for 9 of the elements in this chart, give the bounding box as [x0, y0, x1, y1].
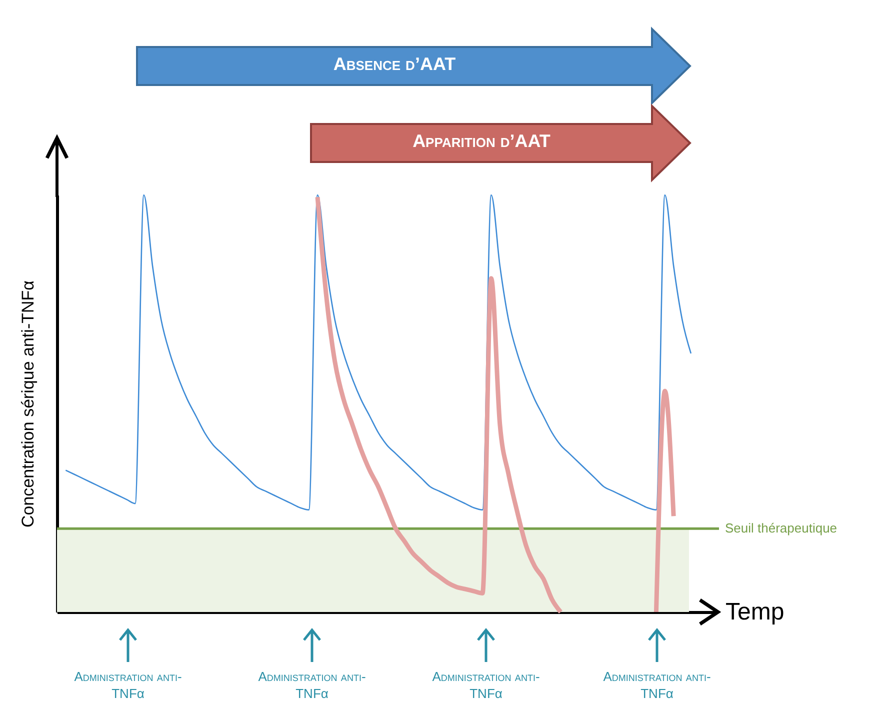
text: Administration anti-TNFα	[74, 669, 182, 701]
y-axis-title: Concentration sérique anti-TNFα	[18, 280, 38, 528]
text: Apparition d’AAT	[412, 131, 552, 152]
text: Administration anti-TNFα	[258, 669, 366, 701]
ref-line-label: Seuil thérapeutique	[725, 520, 838, 536]
text: Administration anti-TNFα	[432, 669, 540, 701]
x-axis-title: Temp	[726, 598, 784, 626]
text: Absence d’AAT	[332, 54, 457, 75]
text: Administration anti-TNFα	[603, 669, 711, 701]
